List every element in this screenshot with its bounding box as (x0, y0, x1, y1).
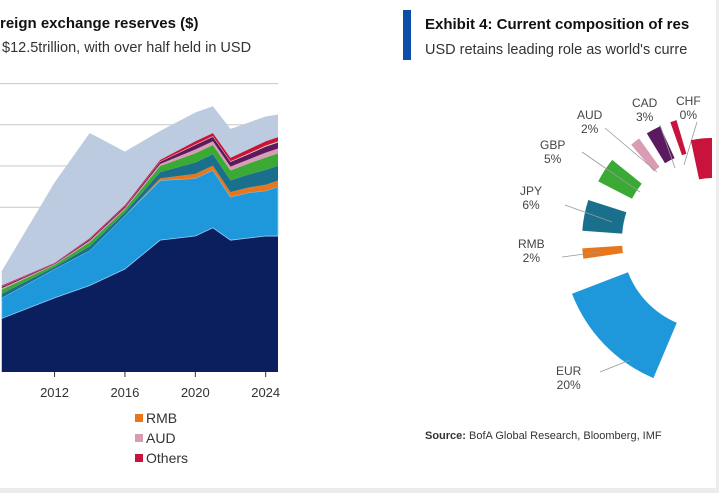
area-series-4 (1, 144, 279, 294)
right-chart-title: Exhibit 4: Current composition of res (425, 16, 690, 33)
legend-label-aud: AUD (146, 430, 176, 446)
pie-slice-gbp (598, 159, 642, 199)
slice-label-aud: AUD 2% (577, 108, 603, 136)
slice-label-eur: EUR 20% (556, 364, 582, 392)
slice-label-jpy: JPY 6% (520, 184, 543, 212)
source-label: Source: (425, 430, 466, 442)
x-tick-label: 2020 (181, 385, 210, 400)
bottom-border (0, 488, 719, 493)
pie-slice-chf (670, 120, 687, 156)
leader-line-chf (683, 121, 698, 166)
left-chart-subtitle: $12.5trillion, with over half held in US… (2, 40, 252, 56)
legend-item-rmb: RMB (135, 410, 188, 426)
pie-slice-cut-off (690, 137, 712, 180)
leader-line-eur (599, 359, 631, 373)
pie-slice-rmb (582, 245, 623, 259)
area-series-9 (1, 106, 279, 286)
slice-label-cad: CAD 3% (632, 96, 658, 124)
legend-item-others: Others (135, 450, 188, 466)
area-series-0 (1, 227, 279, 372)
x-tick-label: 2012 (40, 385, 69, 400)
legend-swatch-aud (135, 434, 143, 442)
slice-label-gbp: GBP 5% (540, 138, 566, 166)
pie-slice-cad (646, 126, 675, 164)
legend-swatch-others (135, 454, 143, 462)
leader-line-aud (604, 127, 658, 173)
pie-slice-aud (631, 138, 660, 172)
leader-line-jpy (564, 204, 613, 223)
slice-label-rmb: RMB 2% (518, 237, 545, 265)
source-note: Source: BofA Global Research, Bloomberg,… (425, 430, 662, 442)
legend-item-aud: AUD (135, 430, 188, 446)
legend-label-rmb: RMB (146, 410, 178, 426)
pie-slice-jpy (582, 200, 627, 234)
slice-label-chf: CHF 0% (676, 94, 701, 122)
left-legend: RMB AUD Others (135, 410, 188, 466)
area-series-1 (1, 169, 279, 320)
leader-line-gbp (581, 151, 641, 193)
pie-slice-eur (572, 272, 677, 379)
source-text: BofA Global Research, Bloomberg, IMF (469, 430, 662, 442)
left-chart-title: reign exchange reserves ($) (0, 15, 199, 32)
left-stacked-area-chart: 2012 2016 2020 2024 (0, 83, 280, 400)
right-chart-subtitle: USD retains leading role as world's curr… (425, 42, 688, 58)
leader-line-rmb (561, 251, 601, 258)
exhibit-accent-bar (403, 10, 411, 60)
leader-line-cad (659, 124, 676, 169)
right-border (716, 0, 719, 493)
legend-label-others: Others (146, 450, 189, 466)
legend-swatch-rmb (135, 414, 143, 422)
x-tick-label: 2016 (110, 385, 139, 400)
x-tick-label: 2024 (251, 385, 280, 400)
